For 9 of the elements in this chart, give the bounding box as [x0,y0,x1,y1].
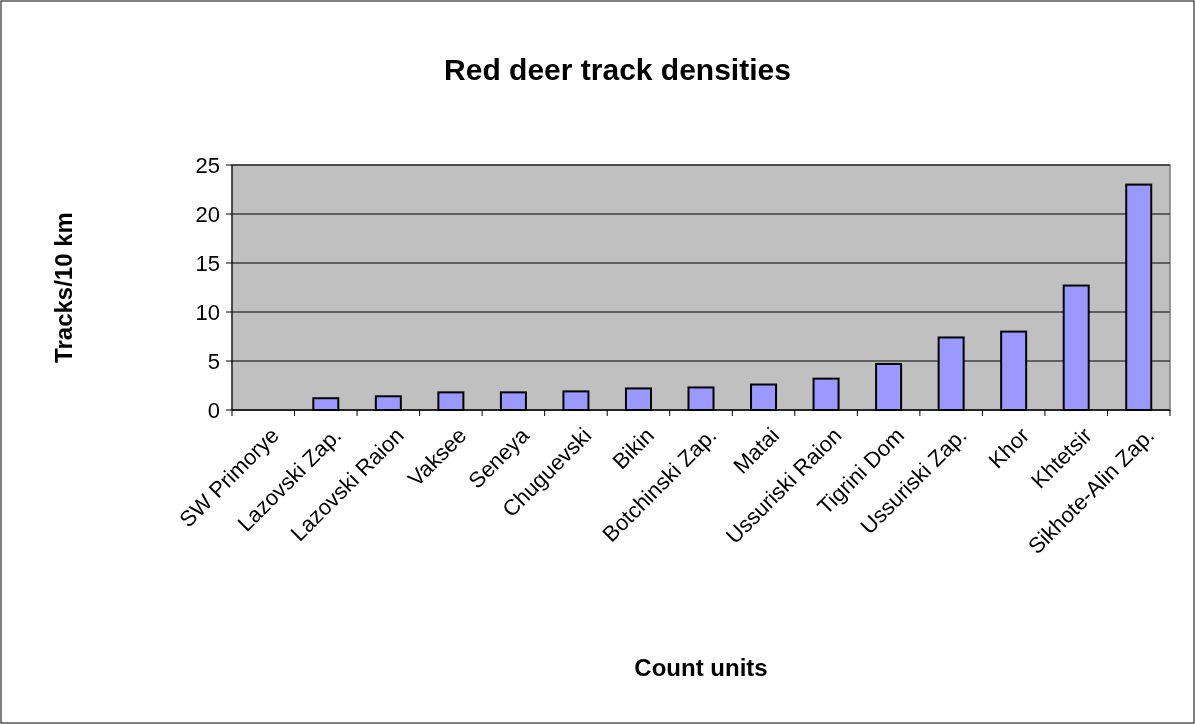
y-tick-label: 0 [207,397,220,423]
chart-title: Red deer track densities [444,53,791,86]
y-tick-label: 25 [195,152,220,178]
y-axis-title: Tracks/10 km [50,212,77,363]
y-tick-label: 10 [195,299,220,325]
y-tick-label: 15 [195,250,220,276]
y-tick-label: 5 [207,348,220,374]
x-axis-title: Count units [634,654,768,681]
y-tick-label: 20 [195,201,220,227]
